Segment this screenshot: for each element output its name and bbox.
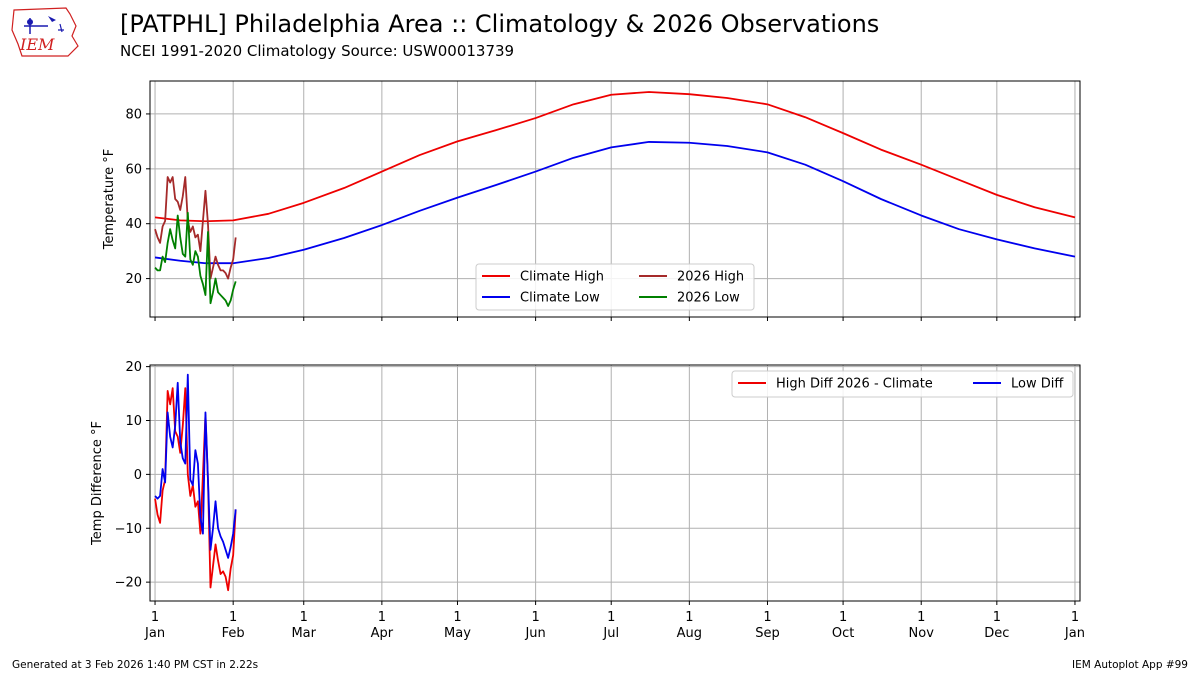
x-tick-month-label: Feb [222,626,245,641]
series-line-2026-low [154,211,237,307]
page-title: [PATPHL] Philadelphia Area :: Climatolog… [120,10,880,38]
x-tick-label: 1 [685,610,693,625]
x-tick-label: 1 [763,610,771,625]
legend-box [731,370,1074,398]
page-subtitle: NCEI 1991-2020 Climatology Source: USW00… [120,42,515,60]
legend-label-2026-high: 2026 High [677,270,744,285]
x-tick-label: 1 [917,610,925,625]
y-tick-label: 20 [125,360,142,375]
x-tick-label: 1 [531,610,539,625]
x-tick-label: 1 [453,610,461,625]
x-tick-label: 1 [229,610,237,625]
legend-label-low-diff: Low Diff [1011,377,1064,392]
y-tick-label: 80 [125,107,142,122]
legend-label-high-diff-2026-climate: High Diff 2026 - Climate [776,377,933,392]
y-tick-label: 20 [125,272,142,287]
series-line-low-diff [154,373,237,559]
y-tick-label: 60 [125,162,142,177]
plot-frame [149,80,1081,318]
x-tick-month-label: Aug [677,626,702,641]
series-line-climate-high [154,91,1076,223]
x-tick-label: 1 [378,610,386,625]
legend: High Diff 2026 - Climate Low Diff [731,370,1074,398]
x-tick-month-label: Oct [832,626,854,641]
iem-logo: IEM [11,7,79,57]
x-tick-label: 1 [1071,610,1079,625]
x-tick-label: 1 [839,610,847,625]
legend: Climate High Climate Low 2026 High 2026 Low [475,263,755,311]
plot-frame [149,364,1081,602]
y-axis-title: Temperature °F [102,149,117,250]
x-tick-month-label: Apr [371,626,394,641]
x-tick-month-label: Mar [291,626,316,641]
legend-label-climate-high: Climate High [520,270,604,285]
x-tick-month-label: Jan [144,626,165,641]
generated-timestamp: Generated at 3 Feb 2026 1:40 PM CST in 2… [12,659,259,671]
y-tick-label: −20 [115,576,142,591]
series-line-climate-low [154,141,1076,265]
x-tick-month-label: Jan [1064,626,1085,641]
y-axis-title: Temp Difference °F [90,421,105,546]
x-tick-label: 1 [993,610,1001,625]
x-tick-month-label: Nov [909,626,935,641]
legend-label-2026-low: 2026 Low [677,291,740,306]
y-tick-label: 10 [125,414,142,429]
temperature-difference-panel: −20−10010201Jan1Feb1Mar1Apr1May1Jun1Jul1… [90,360,1085,641]
app-credit: IEM Autoplot App #99 [1072,659,1188,671]
legend-box [475,263,755,311]
y-tick-label: 0 [134,468,142,483]
series-line-high-diff-2026-climate [154,387,237,592]
legend-label-climate-low: Climate Low [520,291,600,306]
y-tick-label: 40 [125,217,142,232]
y-tick-label: −10 [115,522,142,537]
series-line-2026-high [154,176,237,280]
x-tick-month-label: Jul [602,626,619,641]
x-tick-month-label: May [444,626,471,641]
svg-text:IEM: IEM [19,35,55,54]
x-tick-label: 1 [607,610,615,625]
x-tick-month-label: Jun [524,626,545,641]
x-tick-month-label: Sep [755,626,780,641]
x-tick-month-label: Dec [984,626,1009,641]
x-tick-label: 1 [151,610,159,625]
x-tick-label: 1 [300,610,308,625]
